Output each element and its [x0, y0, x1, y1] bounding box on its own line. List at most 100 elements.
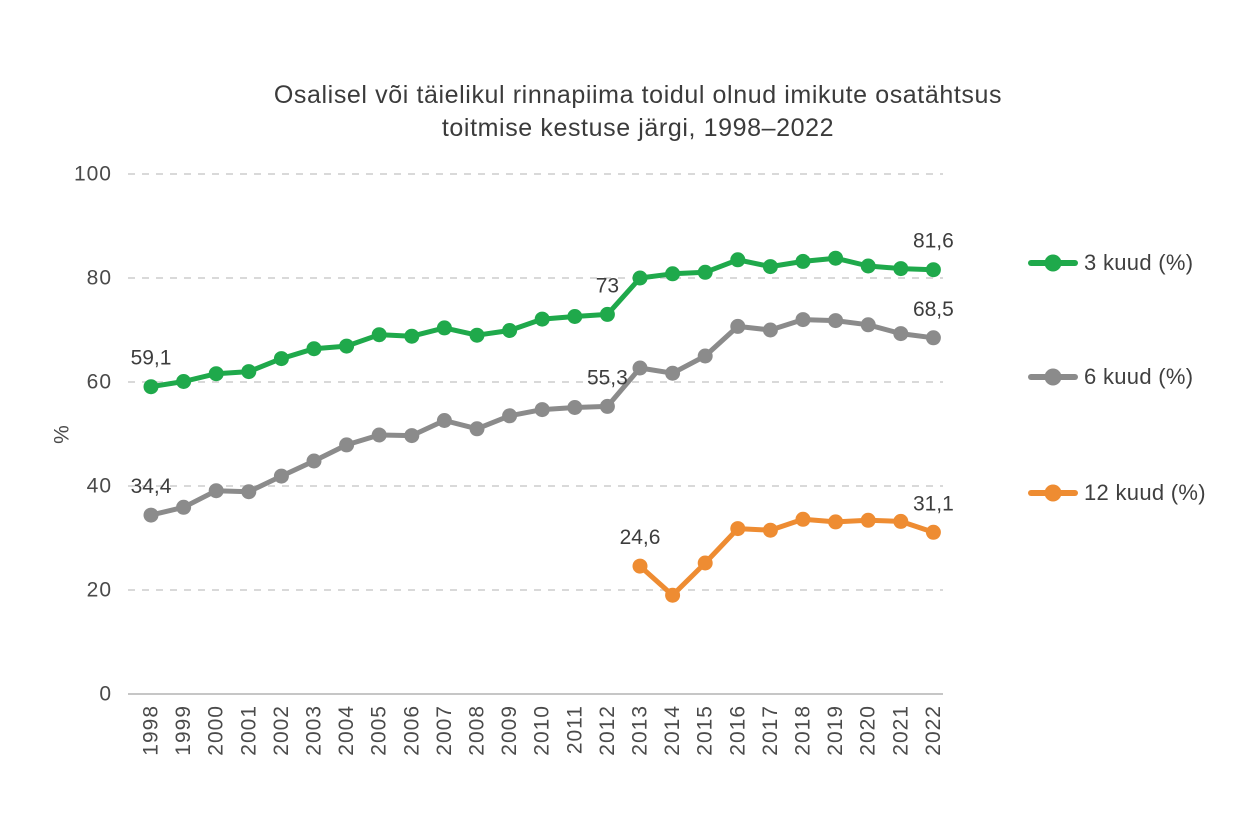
data-point-6-kuud	[730, 318, 746, 334]
data-point-6-kuud	[339, 437, 355, 453]
y-tick-label: 40	[87, 475, 112, 498]
y-tick-label: 20	[87, 579, 112, 602]
data-point-3-kuud	[371, 327, 387, 343]
data-point-6-kuud	[795, 312, 811, 328]
data-point-6-kuud	[176, 499, 192, 515]
x-tick-label: 2005	[368, 705, 391, 756]
x-tick-label: 2020	[857, 705, 880, 756]
data-point-12-kuud	[860, 512, 876, 528]
x-tick-label: 2019	[824, 705, 847, 756]
data-point-6-kuud	[436, 413, 452, 428]
legend-label-3-kuud: 3 kuud (%)	[1084, 250, 1194, 275]
data-point-12-kuud	[795, 511, 811, 527]
data-point-12-kuud	[762, 522, 778, 538]
legend-label-12-kuud: 12 kuud (%)	[1084, 480, 1206, 505]
data-label: 24,6	[620, 526, 661, 549]
y-axis-title: %	[51, 424, 74, 444]
data-point-6-kuud	[925, 330, 941, 346]
y-tick-label: 80	[87, 267, 112, 290]
x-tick-label: 2018	[792, 705, 815, 756]
data-point-3-kuud	[176, 374, 192, 389]
x-tick-label: 2009	[498, 705, 521, 756]
series-line-12-kuud	[637, 516, 936, 598]
data-point-6-kuud	[599, 398, 615, 414]
data-point-6-kuud	[860, 317, 876, 333]
x-tick-label: 2007	[433, 705, 456, 756]
data-label: 34,4	[131, 475, 172, 498]
data-point-3-kuud	[828, 250, 844, 266]
data-point-3-kuud	[730, 252, 746, 268]
legend-marker-12-kuud-icon	[1028, 484, 1078, 502]
chart-title-line1: Osalisel või täielikul rinnapiima toidul…	[273, 81, 1003, 109]
chart-title-line2: toitmise kestuse järgi, 1998–2022	[441, 114, 835, 142]
data-point-3-kuud	[599, 306, 615, 322]
data-point-12-kuud	[893, 513, 909, 529]
x-tick-label: 2012	[596, 705, 619, 756]
legend-marker-6-kuud-icon	[1028, 368, 1078, 386]
y-tick-label: 0	[99, 683, 112, 706]
data-label: 68,5	[913, 298, 954, 321]
data-point-3-kuud	[143, 379, 159, 395]
data-point-6-kuud	[567, 400, 583, 415]
data-label: 81,6	[913, 230, 954, 253]
data-point-12-kuud	[828, 514, 844, 530]
data-point-3-kuud	[502, 323, 518, 338]
data-point-3-kuud	[893, 261, 909, 277]
data-point-6-kuud	[632, 360, 648, 376]
data-point-6-kuud	[893, 326, 909, 342]
data-label: 73	[596, 274, 619, 297]
data-point-6-kuud	[534, 402, 550, 418]
legend-item-6-kuud: 6 kuud (%)	[1028, 364, 1193, 389]
data-point-6-kuud	[697, 348, 713, 364]
data-point-3-kuud	[925, 262, 941, 278]
data-point-3-kuud	[795, 253, 811, 269]
data-point-3-kuud	[697, 264, 713, 280]
data-point-3-kuud	[534, 311, 550, 327]
x-tick-label: 2010	[531, 705, 554, 756]
x-tick-label: 2022	[922, 705, 945, 756]
data-label: 59,1	[131, 347, 172, 370]
data-point-3-kuud	[469, 327, 485, 343]
data-point-3-kuud	[404, 328, 420, 344]
data-point-3-kuud	[860, 258, 876, 274]
data-point-6-kuud	[241, 484, 257, 500]
data-point-3-kuud	[762, 259, 778, 275]
data-point-6-kuud	[306, 453, 322, 469]
data-point-3-kuud	[241, 364, 257, 380]
data-point-6-kuud	[828, 313, 844, 329]
x-tick-label: 2014	[661, 705, 684, 756]
x-tick-label: 1998	[140, 705, 163, 756]
x-tick-label: 2013	[629, 705, 652, 756]
data-point-6-kuud	[665, 365, 681, 381]
data-point-6-kuud	[208, 483, 224, 499]
data-point-6-kuud	[404, 428, 420, 444]
y-tick-label: 100	[74, 163, 112, 186]
data-point-3-kuud	[306, 341, 322, 357]
x-tick-label: 2003	[303, 705, 326, 756]
legend-item-12-kuud: 12 kuud (%)	[1028, 480, 1206, 505]
data-point-12-kuud	[632, 558, 648, 574]
data-point-6-kuud	[762, 322, 778, 338]
data-point-3-kuud	[273, 351, 289, 367]
data-point-12-kuud	[697, 555, 713, 571]
x-tick-label: 2017	[759, 705, 782, 756]
data-label: 55,3	[587, 366, 628, 389]
x-tick-label: 2011	[563, 705, 586, 754]
data-point-12-kuud	[925, 524, 941, 540]
data-point-6-kuud	[143, 507, 159, 523]
x-tick-label: 2008	[466, 705, 489, 756]
x-tick-label: 2001	[237, 705, 260, 756]
data-point-12-kuud	[730, 521, 746, 537]
x-tick-label: 2021	[889, 705, 912, 756]
data-point-6-kuud	[273, 468, 289, 484]
x-tick-label: 2006	[400, 705, 423, 756]
x-tick-label: 2004	[335, 705, 358, 756]
data-point-3-kuud	[632, 270, 648, 286]
data-point-3-kuud	[567, 309, 583, 324]
data-point-3-kuud	[208, 366, 224, 382]
x-tick-label: 2016	[726, 705, 749, 756]
data-point-3-kuud	[665, 266, 681, 282]
data-point-3-kuud	[339, 338, 355, 354]
